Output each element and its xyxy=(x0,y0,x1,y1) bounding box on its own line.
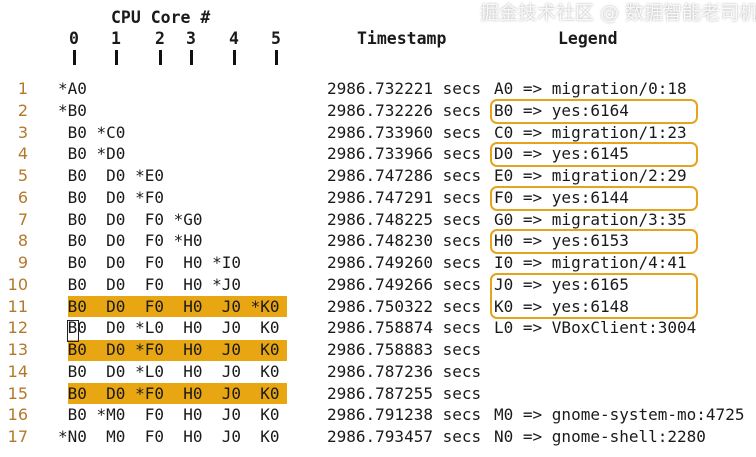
legend-entry: J0 => yes:6165 xyxy=(494,274,629,294)
timestamp-title: Timestamp xyxy=(357,29,447,48)
core-cells: B0 D0 F0 H0 *I0 xyxy=(58,253,242,272)
core-tick xyxy=(159,50,162,65)
timestamp: 2986.758883 secs xyxy=(327,340,482,359)
legend-entry: C0 => migration/1:23 xyxy=(494,122,687,142)
line-number: 12 xyxy=(7,318,28,338)
row-highlight xyxy=(68,339,287,361)
timestamp: 2986.749260 secs xyxy=(327,253,482,272)
timestamp: 2986.787255 secs xyxy=(327,383,482,403)
core-cells: B0 D0 *L0 H0 J0 K0 xyxy=(58,361,280,381)
legend-highlight-box xyxy=(490,98,698,124)
core-cells: B0 *C0 xyxy=(58,122,126,142)
core-cells: B0 D0 *L0 H0 J0 K0 xyxy=(58,318,280,338)
timestamp: 2986.748225 secs xyxy=(327,209,482,229)
core-tick xyxy=(115,50,118,65)
timestamp: 2986.733960 secs xyxy=(327,122,482,142)
core-tick xyxy=(275,50,278,65)
legend-highlight-box xyxy=(490,229,698,254)
line-number: 16 xyxy=(7,405,28,425)
core-cells: B0 D0 F0 *G0 xyxy=(58,209,203,229)
core-cells: B0 *D0 xyxy=(58,144,126,164)
core-tick xyxy=(190,50,193,65)
legend-entry: F0 => yes:6144 xyxy=(494,187,629,207)
core-cells: B0 *M0 F0 H0 J0 K0 xyxy=(58,405,280,425)
timestamp: 2986.749266 secs xyxy=(327,274,482,294)
core-cells: B0 D0 *E0 xyxy=(58,166,164,185)
line-number: 15 xyxy=(7,383,28,403)
legend-highlight-box xyxy=(490,142,698,167)
core-label-3: 3 xyxy=(186,29,196,48)
legend-entry: L0 => VBoxClient:3004 xyxy=(494,318,697,338)
legend-entry: I0 => migration/4:41 xyxy=(494,253,687,272)
core-label-4: 4 xyxy=(229,29,239,48)
core-cells: B0 D0 F0 H0 *J0 xyxy=(58,274,242,294)
legend-entry: D0 => yes:6145 xyxy=(494,144,629,164)
core-label-2: 2 xyxy=(155,29,165,48)
legend-highlight-box xyxy=(490,185,698,211)
timestamp: 2986.747286 secs xyxy=(327,166,482,185)
core-cells: B0 D0 *F0 xyxy=(58,187,164,207)
line-number: 5 xyxy=(17,166,28,185)
legend-highlight-box xyxy=(490,272,698,320)
line-number: 6 xyxy=(17,187,28,207)
core-cells: B0 D0 *F0 H0 J0 K0 xyxy=(58,383,280,403)
line-number: 4 xyxy=(17,144,28,164)
timestamp: 2986.791238 secs xyxy=(327,405,482,425)
line-number: 13 xyxy=(7,340,28,359)
core-cells: B0 D0 F0 *H0 xyxy=(58,231,203,251)
legend-entry: H0 => yes:6153 xyxy=(494,231,629,251)
timestamp: 2986.748230 secs xyxy=(327,231,482,251)
core-cells: B0 D0 *F0 H0 J0 K0 xyxy=(58,340,280,359)
timestamp: 2986.733966 secs xyxy=(327,144,482,164)
legend-entry: A0 => migration/0:18 xyxy=(494,79,687,98)
core-label-0: 0 xyxy=(69,29,79,48)
timestamp: 2986.750322 secs xyxy=(327,296,482,316)
row-highlight xyxy=(68,383,287,404)
core-label-1: 1 xyxy=(111,29,121,48)
text-cursor xyxy=(67,320,79,342)
core-cells: *A0 xyxy=(58,79,87,98)
line-number: 17 xyxy=(7,427,28,446)
core-tick xyxy=(73,50,76,65)
legend-title: Legend xyxy=(558,29,618,48)
legend-entry: B0 => yes:6164 xyxy=(494,100,629,120)
line-number: 7 xyxy=(17,209,28,229)
line-number: 10 xyxy=(7,274,28,294)
legend-entry: E0 => migration/2:29 xyxy=(494,166,687,185)
line-number: 8 xyxy=(17,231,28,251)
line-number: 2 xyxy=(17,100,28,120)
core-tick xyxy=(233,50,236,65)
timestamp: 2986.758874 secs xyxy=(327,318,482,338)
legend-entry: M0 => gnome-system-mo:4725 xyxy=(494,405,745,425)
cpu-core-title: CPU Core # xyxy=(111,8,211,27)
row-highlight xyxy=(68,296,287,317)
core-cells: *N0 M0 F0 H0 J0 K0 xyxy=(58,427,280,446)
line-number: 11 xyxy=(7,296,28,316)
legend-entry: N0 => gnome-shell:2280 xyxy=(494,427,706,446)
timestamp: 2986.787236 secs xyxy=(327,361,482,381)
core-cells: *B0 xyxy=(58,100,87,120)
line-number: 14 xyxy=(7,361,28,381)
watermark: 掘金技术社区 @ 数据智能老司机 xyxy=(480,2,756,24)
timestamp: 2986.732221 secs xyxy=(327,79,482,98)
line-number: 1 xyxy=(17,79,28,98)
legend-entry: G0 => migration/3:35 xyxy=(494,209,687,229)
legend-entry: K0 => yes:6148 xyxy=(494,296,629,316)
timestamp: 2986.747291 secs xyxy=(327,187,482,207)
line-number: 3 xyxy=(17,122,28,142)
core-label-5: 5 xyxy=(271,29,281,48)
line-number: 9 xyxy=(17,253,28,272)
core-cells: B0 D0 F0 H0 J0 *K0 xyxy=(58,296,280,316)
timestamp: 2986.732226 secs xyxy=(327,100,482,120)
timestamp: 2986.793457 secs xyxy=(327,427,482,446)
